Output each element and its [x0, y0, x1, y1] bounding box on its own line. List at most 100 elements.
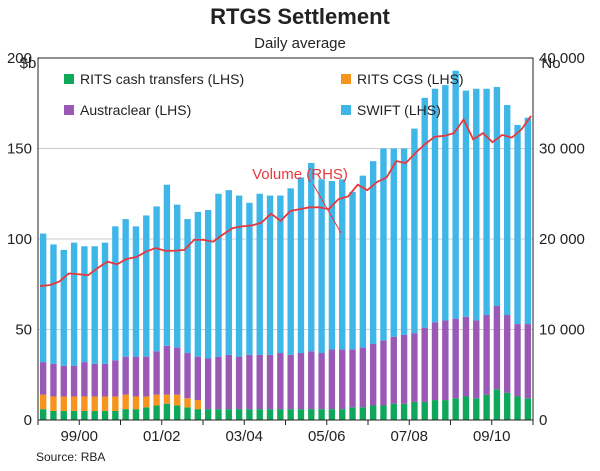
bar-austraclear-2-38 [431, 322, 439, 401]
legend-entry-rits-cgs: RITS CGS (LHS) [341, 71, 464, 87]
bar-rits-1-3 [70, 396, 78, 411]
bar-rits-1-9 [132, 396, 140, 410]
bar-swift-3-46 [514, 124, 521, 325]
bar-rits-1-13 [174, 394, 181, 406]
y-right-tick-label-0: 0 [539, 412, 547, 429]
bar-rits-1-4 [81, 396, 88, 411]
bar-rits-1-5 [91, 396, 98, 411]
bar-austraclear-2-18 [225, 354, 232, 410]
bar-swift-3-24 [287, 188, 294, 355]
bar-swift-3-2 [60, 249, 67, 366]
bar-rits-0-27 [318, 409, 325, 420]
legend-entry-rits-cash: RITS cash transfers (LHS) [64, 71, 244, 87]
bar-swift-3-37 [421, 97, 428, 328]
bar-austraclear-2-37 [421, 327, 428, 402]
bar-austraclear-2-2 [60, 365, 67, 397]
bar-swift-3-6 [101, 242, 109, 364]
bar-swift-3-22 [266, 195, 274, 355]
legend-entry-austraclear: Austraclear (LHS) [64, 102, 191, 118]
bar-rits-0-5 [91, 410, 98, 420]
bar-austraclear-2-45 [504, 315, 511, 393]
bar-austraclear-2-15 [194, 356, 202, 401]
bar-swift-3-47 [524, 117, 532, 325]
volume-annotation: Volume (RHS) [252, 166, 348, 183]
bar-swift-3-19 [235, 195, 243, 357]
bar-rits-0-47 [524, 398, 532, 420]
bar-austraclear-2-30 [349, 349, 356, 408]
bar-rits-0-23 [277, 409, 284, 420]
legend-entry-swift: SWIFT (LHS) [341, 102, 441, 118]
right-axis-unit: No [541, 55, 560, 72]
legend: RITS cash transfers (LHS) RITS CGS (LHS)… [64, 71, 464, 118]
legend-label-rits-cgs: RITS CGS (LHS) [357, 71, 464, 87]
bar-austraclear-2-46 [514, 324, 521, 397]
bar-austraclear-2-26 [308, 351, 315, 410]
bar-austraclear-2-47 [524, 324, 532, 399]
bar-rits-1-12 [163, 394, 171, 404]
bar-rits-0-17 [215, 409, 222, 420]
bar-swift-3-34 [390, 148, 397, 337]
bar-austraclear-2-8 [122, 356, 129, 395]
bar-rits-0-7 [112, 410, 119, 420]
bar-rits-0-15 [194, 409, 202, 420]
x-tick-label-1: 01/02 [143, 428, 181, 445]
bar-rits-0-42 [473, 398, 480, 420]
bar-rits-0-8 [122, 409, 129, 420]
bar-rits-1-11 [153, 394, 160, 406]
bar-austraclear-2-17 [215, 356, 222, 410]
bar-rits-0-21 [256, 409, 263, 420]
y-right-tick-label-1: 10 000 [539, 322, 585, 339]
bar-austraclear-2-13 [174, 347, 181, 395]
legend-swatch-swift [341, 105, 351, 115]
bar-swift-3-32 [369, 161, 377, 344]
bar-rits-0-29 [339, 409, 346, 420]
bar-rits-0-16 [204, 409, 212, 420]
bar-swift-3-25 [297, 177, 305, 354]
bar-rits-0-41 [462, 396, 470, 420]
bar-austraclear-2-22 [266, 354, 274, 410]
bar-austraclear-2-0 [39, 362, 47, 395]
bar-austraclear-2-44 [493, 305, 501, 390]
chart-title: RTGS Settlement [210, 4, 390, 29]
bar-rits-1-0 [39, 394, 47, 410]
bar-swift-3-29 [339, 179, 346, 350]
bar-swift-3-10 [143, 215, 150, 357]
bar-rits-0-37 [421, 401, 428, 420]
bar-swift-3-28 [328, 181, 336, 350]
bar-swift-3-16 [204, 210, 212, 359]
bar-austraclear-2-35 [400, 334, 408, 404]
bar-swift-3-44 [493, 86, 501, 306]
x-tick-label-5: 09/10 [473, 428, 511, 445]
bar-swift-3-20 [246, 202, 253, 355]
volume-line-path [39, 115, 532, 287]
bar-austraclear-2-24 [287, 354, 294, 410]
bar-swift-3-26 [308, 162, 315, 352]
bar-austraclear-2-12 [163, 345, 171, 395]
bar-swift-3-23 [277, 195, 284, 354]
bar-rits-0-33 [380, 405, 387, 420]
bar-austraclear-2-31 [359, 347, 367, 408]
bar-austraclear-2-34 [390, 336, 397, 404]
y-left-tick-label-4: 200 [7, 50, 32, 67]
bar-austraclear-2-14 [184, 353, 191, 399]
bar-rits-0-11 [153, 405, 160, 420]
bar-rits-0-0 [39, 409, 47, 420]
bar-swift-3-15 [194, 211, 202, 357]
chart-subtitle: Daily average [254, 35, 346, 52]
bar-rits-0-26 [308, 409, 315, 420]
bar-swift-3-33 [380, 148, 387, 341]
y-left-tick-label-0: 0 [24, 412, 32, 429]
x-tick-label-3: 05/06 [308, 428, 346, 445]
x-tick-label-4: 07/08 [390, 428, 428, 445]
bar-swift-3-40 [452, 70, 459, 319]
bar-austraclear-2-33 [380, 340, 387, 406]
bar-rits-0-18 [225, 409, 232, 420]
bar-austraclear-2-5 [91, 363, 98, 397]
source-note: Source: RBA [36, 450, 105, 464]
y-right-tick-label-4: 40 000 [539, 50, 585, 67]
bar-rits-1-8 [122, 394, 129, 410]
bar-swift-3-8 [122, 219, 129, 357]
bar-austraclear-2-1 [50, 363, 57, 397]
axes: 0 50 100 150 200 0 10 000 20 000 30 000 40 000 99/… [7, 50, 585, 445]
